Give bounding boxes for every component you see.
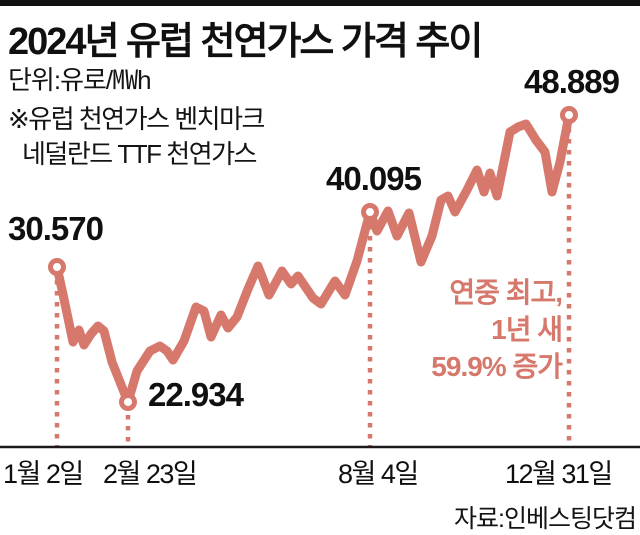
source-credit: 자료:인베스팅닷컴 [454, 505, 637, 533]
value-label-feb23: 22.934 [148, 376, 244, 413]
key-point-marker-1 [119, 393, 137, 411]
value-label-jan2: 30.570 [8, 210, 104, 247]
chart-title: 2024년 유럽 천연가스 가격 추이 [8, 21, 483, 63]
benchmark-note-line1: ※유럽 천연가스 벤치마크 [8, 104, 265, 134]
top-rule [0, 0, 640, 6]
x-tick-feb23: 2월 23일 [103, 459, 198, 489]
value-label-aug4: 40.095 [326, 160, 422, 197]
benchmark-note-line2: 네덜란드 TTF 천연가스 [22, 139, 257, 169]
annotation-line2: 1년 새 [491, 314, 563, 345]
key-point-marker-2 [361, 203, 379, 221]
value-label-dec31: 48.889 [524, 63, 620, 100]
year-high-annotation: 연중 최고, 1년 새 59.9% 증가 [431, 274, 563, 385]
key-point-marker-0 [48, 258, 66, 276]
annotation-line1: 연중 최고, [449, 277, 563, 308]
key-point-marker-3 [560, 106, 578, 124]
x-tick-jan2: 1월 2일 [3, 459, 84, 489]
benchmark-note: ※유럽 천연가스 벤치마크 네덜란드 TTF 천연가스 [8, 102, 265, 172]
unit-label: 단위:유로/㎿h [8, 65, 152, 95]
x-tick-aug4: 8월 4일 [338, 459, 419, 489]
x-tick-dec31: 12월 31일 [505, 459, 613, 489]
annotation-line3: 59.9% 증가 [431, 351, 563, 382]
